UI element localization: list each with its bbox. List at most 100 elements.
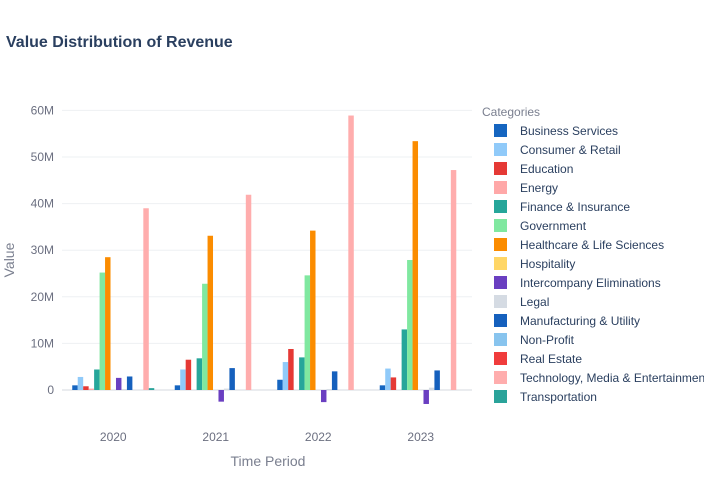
bar: [288, 348, 294, 390]
bar: [223, 388, 230, 390]
legend-swatch: [494, 371, 507, 384]
legend-label: Legal: [520, 295, 549, 309]
legend-item[interactable]: Manufacturing & Utility: [494, 314, 640, 328]
legend-swatch: [494, 295, 507, 308]
legend-label: Transportation: [520, 390, 597, 404]
legend-item[interactable]: Finance & Insurance: [494, 200, 630, 214]
bar: [379, 385, 386, 390]
y-tick-label: 30M: [31, 243, 54, 257]
x-tick-label: 2020: [100, 430, 127, 444]
legend: Categories Business Services Consumer & R…: [482, 105, 704, 404]
legend-label: Consumer & Retail: [520, 143, 621, 157]
legend-item[interactable]: Government: [494, 219, 587, 233]
bar: [115, 377, 122, 390]
legend-swatch: [494, 314, 507, 327]
legend-swatch: [494, 162, 507, 175]
bar: [304, 275, 311, 390]
bar: [310, 230, 316, 390]
legend-swatch: [494, 181, 507, 194]
legend-item[interactable]: Technology, Media & Entertainment: [494, 371, 704, 385]
legend-swatch: [494, 333, 507, 346]
legend-swatch: [494, 238, 507, 251]
legend-item[interactable]: Hospitality: [494, 257, 575, 271]
legend-swatch: [494, 124, 507, 137]
bar: [428, 387, 435, 390]
x-axis-title: Time Period: [231, 453, 306, 469]
y-tick-label: 10M: [31, 336, 54, 350]
bar: [299, 357, 305, 390]
legend-label: Real Estate: [520, 352, 582, 366]
legend-swatch: [494, 219, 507, 232]
legend-item[interactable]: Non-Profit: [494, 333, 575, 347]
legend-item[interactable]: Transportation: [494, 390, 597, 404]
y-tick-label: 20M: [31, 290, 54, 304]
legend-label: Business Services: [520, 124, 618, 138]
legend-label: Education: [520, 162, 573, 176]
legend-item[interactable]: Consumer & Retail: [494, 143, 621, 157]
legend-item[interactable]: Real Estate: [494, 352, 582, 366]
bar: [143, 208, 149, 390]
bar: [207, 235, 214, 390]
bar: [218, 390, 224, 402]
bar: [99, 272, 106, 390]
bar: [83, 386, 89, 390]
legend-label: Manufacturing & Utility: [520, 314, 640, 328]
bar: [450, 170, 457, 390]
y-tick-label: 40M: [31, 197, 54, 211]
legend-item[interactable]: Business Services: [494, 124, 618, 138]
bar: [434, 370, 440, 390]
legend-item[interactable]: Energy: [494, 181, 558, 195]
legend-label: Hospitality: [520, 257, 575, 271]
bar: [348, 115, 354, 390]
legend-item[interactable]: Intercompany Eliminations: [494, 276, 661, 290]
legend-swatch: [494, 390, 507, 403]
legend-label: Non-Profit: [520, 333, 575, 347]
legend-swatch: [494, 276, 507, 289]
bar: [320, 390, 327, 403]
bar: [407, 259, 413, 390]
bar: [196, 358, 203, 390]
legend-label: Healthcare & Life Sciences: [520, 238, 664, 252]
bar: [180, 369, 186, 390]
legend-swatch: [494, 143, 507, 156]
bar: [401, 329, 408, 390]
legend-title: Categories: [482, 105, 540, 119]
bars: [72, 115, 457, 404]
bar: [72, 385, 78, 390]
legend-label: Energy: [520, 181, 558, 195]
legend-swatch: [494, 200, 507, 213]
legend-item[interactable]: Healthcare & Life Sciences: [494, 238, 664, 252]
chart-title: Value Distribution of Revenue: [6, 34, 233, 51]
bar: [277, 379, 283, 390]
legend-label: Finance & Insurance: [520, 200, 630, 214]
bar: [423, 390, 429, 404]
bar: [148, 388, 155, 390]
bar: [174, 385, 181, 390]
x-tick-label: 2021: [202, 430, 229, 444]
y-tick-label: 0: [47, 383, 54, 397]
bar: [331, 371, 338, 390]
y-axis-ticks: 0 10M 20M 30M 40M 50M 60M: [31, 103, 55, 397]
bar: [245, 194, 252, 390]
legend-item[interactable]: Education: [494, 162, 573, 176]
legend-swatch: [494, 352, 507, 365]
legend-label: Government: [520, 219, 587, 233]
legend-swatch: [494, 257, 507, 270]
bar: [390, 377, 397, 390]
bar: [326, 389, 332, 390]
bar: [412, 141, 419, 390]
bar: [282, 362, 289, 390]
legend-item[interactable]: Legal: [494, 295, 549, 309]
bar: [88, 388, 95, 390]
bar: [121, 389, 127, 390]
bar: [77, 376, 84, 390]
y-axis-title: Value: [1, 242, 17, 277]
bar: [385, 368, 391, 390]
bar: [185, 359, 192, 390]
x-tick-label: 2023: [407, 430, 434, 444]
bar: [229, 368, 235, 390]
legend-label: Intercompany Eliminations: [520, 276, 661, 290]
y-tick-label: 60M: [31, 103, 54, 117]
bar: [126, 376, 133, 390]
